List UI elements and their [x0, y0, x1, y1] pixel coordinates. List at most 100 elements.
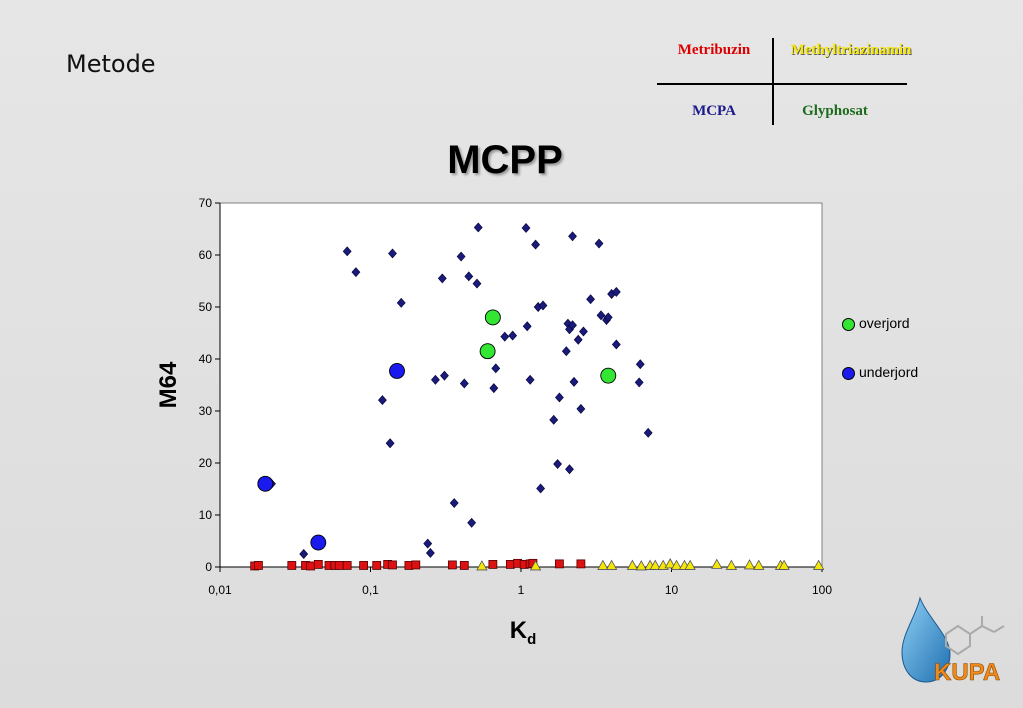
data-point-diamond: [634, 377, 644, 388]
data-point-diamond: [643, 427, 653, 438]
data-point-diamond: [596, 310, 606, 321]
y-tick-label: 20: [199, 456, 213, 470]
data-point-triangle: [597, 559, 609, 570]
data-point-diamond: [594, 238, 604, 249]
data-point-square: [342, 561, 352, 570]
y-tick-label: 70: [199, 196, 213, 210]
logo-text: KUPA: [934, 659, 1000, 686]
kupa-logo: KUPA: [901, 596, 1005, 686]
data-point-diamond: [388, 248, 397, 259]
y-tick-label: 50: [199, 300, 213, 314]
data-point-diamond: [611, 286, 621, 297]
legend-item-underjord: underjord: [842, 364, 918, 413]
data-point-triangle: [753, 559, 765, 570]
data-point-diamond: [525, 374, 535, 385]
data-point-triangle: [812, 559, 825, 570]
data-point-triangle: [649, 559, 661, 570]
data-point-diamond: [565, 464, 574, 475]
legend-marker-underjord: [842, 367, 855, 380]
y-tick-label: 60: [199, 248, 213, 262]
data-point-diamond: [467, 517, 477, 528]
chart-title: MCPP: [447, 138, 563, 182]
x-tick-label: 0,1: [362, 583, 379, 597]
y-tick-label: 30: [199, 404, 213, 418]
data-point-triangle: [626, 559, 639, 570]
data-point-diamond: [472, 278, 482, 289]
data-point-diamond: [491, 363, 501, 374]
data-point-triangle: [684, 559, 696, 570]
data-point-square: [459, 561, 469, 570]
data-point-diamond: [531, 239, 540, 250]
data-point-diamond: [521, 223, 531, 233]
data-point-diamond: [464, 271, 474, 282]
data-point-diamond: [459, 378, 469, 389]
data-point-diamond: [431, 374, 440, 385]
data-point-diamond: [536, 483, 546, 494]
data-point-diamond: [440, 370, 449, 381]
data-point-diamond: [555, 392, 564, 403]
x-tick-label: 1: [518, 583, 525, 597]
y-tick-label: 10: [199, 508, 213, 522]
data-point-diamond: [425, 548, 435, 558]
key-methyltriazinamin: Methyltriazinamin: [790, 42, 912, 58]
data-point-square: [306, 561, 316, 571]
data-point-diamond: [603, 312, 613, 323]
data-point-square: [555, 559, 564, 569]
data-point-diamond: [473, 222, 483, 233]
data-point-diamond: [611, 339, 621, 350]
data-point-triangle: [529, 560, 542, 571]
data-point-diamond: [573, 334, 583, 345]
data-point-triangle: [605, 559, 618, 570]
data-point-triangle: [778, 559, 790, 570]
data-point-square: [505, 560, 515, 569]
slide-heading: Metode: [66, 50, 156, 78]
key-table-vertical-divider: [772, 38, 774, 125]
data-point-square: [411, 560, 421, 570]
data-point-diamond: [423, 538, 433, 549]
data-point-diamond: [579, 326, 588, 337]
data-point-diamond: [299, 549, 309, 559]
data-point-triangle: [664, 558, 676, 569]
key-table-horizontal-divider: [657, 83, 907, 85]
key-mcpa: MCPA: [692, 103, 736, 119]
data-point-triangle: [725, 559, 738, 570]
data-point-overjord: [600, 367, 617, 384]
data-point-triangle: [670, 559, 683, 570]
key-glyphosat: Glyphosat: [802, 103, 868, 119]
data-point-square: [287, 561, 297, 570]
data-point-diamond: [549, 414, 559, 425]
x-axis-label-subscript: d: [527, 631, 536, 648]
data-point-underjord: [257, 475, 274, 492]
data-point-square: [313, 560, 323, 569]
y-tick-label: 0: [205, 560, 212, 574]
data-point-triangle: [743, 559, 756, 570]
legend-label-underjord: underjord: [859, 364, 919, 380]
data-point-overjord: [479, 343, 496, 360]
data-point-diamond: [522, 321, 532, 332]
data-point-diamond: [385, 438, 395, 449]
data-point-overjord: [484, 309, 501, 326]
data-point-diamond: [538, 300, 548, 311]
data-point-diamond: [351, 267, 361, 278]
data-point-diamond: [568, 231, 577, 242]
data-point-diamond: [635, 359, 645, 370]
data-point-square: [447, 560, 457, 570]
data-point-triangle: [635, 560, 647, 571]
chart-legend: overjord underjord: [842, 315, 918, 413]
data-point-diamond: [508, 330, 518, 341]
data-point-square: [254, 561, 263, 570]
data-point-diamond: [568, 320, 577, 331]
data-point-underjord: [310, 534, 327, 551]
x-axis-label: Kd: [510, 617, 537, 648]
legend-key-table: Metribuzin Methyltriazinamin MCPA Glypho…: [655, 36, 911, 128]
data-point-diamond: [586, 294, 595, 305]
data-point-diamond: [561, 346, 571, 357]
data-point-diamond: [553, 459, 562, 469]
data-point-underjord: [389, 363, 405, 379]
x-tick-label: 0,01: [208, 583, 232, 597]
data-point-triangle: [711, 558, 723, 569]
x-tick-label: 100: [812, 583, 832, 597]
data-point-diamond: [500, 331, 510, 342]
legend-label-overjord: overjord: [859, 315, 910, 331]
data-point-diamond: [437, 273, 447, 284]
